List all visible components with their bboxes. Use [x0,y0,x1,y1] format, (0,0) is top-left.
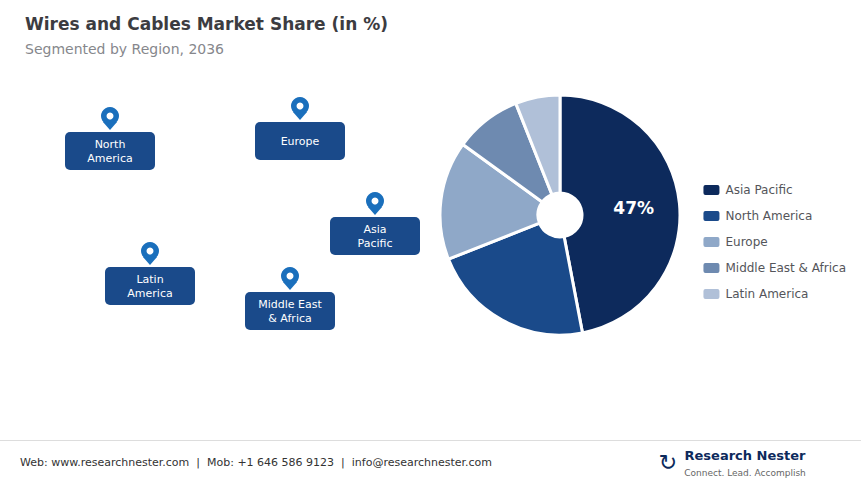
svg-text:America: America [127,287,172,300]
svg-text:North: North [95,138,126,151]
svg-text:Wires and Cables Market Share: Wires and Cables Market Share (in %) [25,14,388,34]
svg-text:Europe: Europe [281,135,320,148]
svg-text:Latin: Latin [136,273,163,286]
svg-text:↻: ↻ [659,450,677,475]
svg-text:Latin America: Latin America [725,287,808,301]
svg-text:Connect. Lead. Accomplish: Connect. Lead. Accomplish [684,468,806,478]
svg-text:Segmented by Region, 2036: Segmented by Region, 2036 [25,41,224,57]
svg-text:Pacific: Pacific [358,237,393,250]
svg-text:America: America [87,152,132,165]
svg-text:Research Nester: Research Nester [685,448,807,463]
svg-text:47%: 47% [613,198,654,218]
svg-text:North America: North America [725,209,812,223]
svg-text:Web: www.researchnester.com |: Web: www.researchnester.com | Mob: +1 64… [20,456,492,469]
svg-text:Asia: Asia [363,223,386,236]
svg-text:Middle East: Middle East [258,298,322,311]
svg-text:& Africa: & Africa [268,312,311,325]
svg-text:Europe: Europe [725,235,767,249]
svg-text:Asia Pacific: Asia Pacific [725,183,792,197]
svg-text:Middle East & Africa: Middle East & Africa [725,261,846,275]
